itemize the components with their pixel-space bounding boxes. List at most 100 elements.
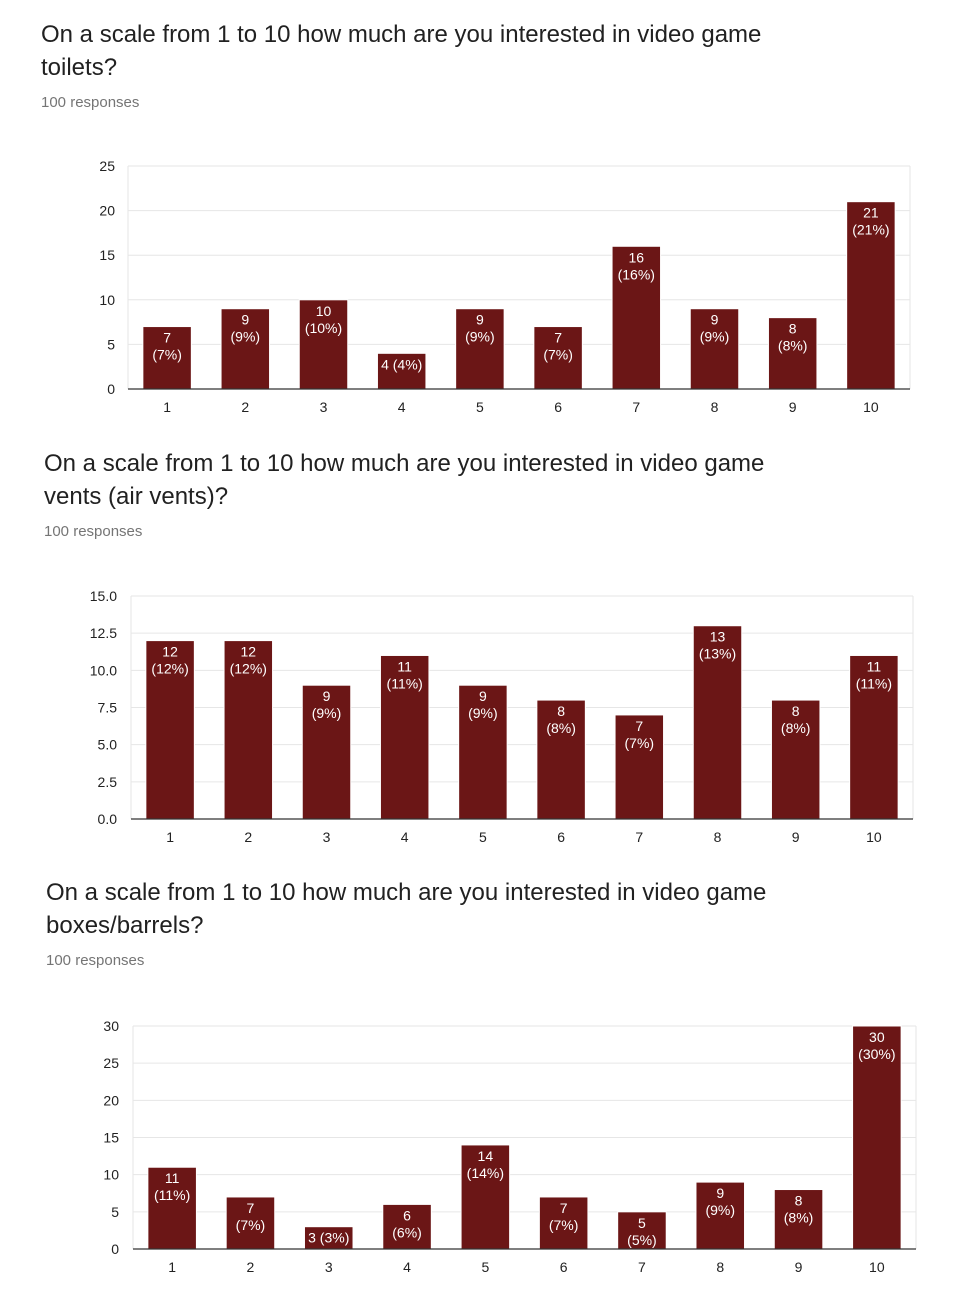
data-label: 9 xyxy=(716,1185,724,1201)
y-tick-label: 0 xyxy=(107,381,115,397)
x-tick-label: 9 xyxy=(789,399,797,415)
data-label-percent: (9%) xyxy=(700,329,730,345)
x-tick-label: 2 xyxy=(241,399,249,415)
bar xyxy=(382,1204,432,1249)
data-label: 7 xyxy=(247,1200,255,1216)
data-label-percent: (8%) xyxy=(784,1210,814,1226)
data-label-percent: (7%) xyxy=(152,347,182,363)
data-label: 13 xyxy=(710,629,726,645)
x-tick-label: 7 xyxy=(635,829,643,845)
bar xyxy=(617,1211,667,1249)
y-tick-label: 10.0 xyxy=(90,662,117,678)
data-label-percent: (5%) xyxy=(627,1232,657,1248)
x-tick-label: 9 xyxy=(792,829,800,845)
bar xyxy=(612,246,661,389)
data-label-percent: (9%) xyxy=(231,329,261,345)
data-label-percent: (16%) xyxy=(618,266,655,282)
bar xyxy=(536,700,586,819)
data-label: 7 xyxy=(560,1200,568,1216)
data-label-percent: (11%) xyxy=(856,675,892,691)
bar xyxy=(226,1196,275,1249)
x-tick-label: 6 xyxy=(557,829,565,845)
bar xyxy=(458,685,508,819)
bar xyxy=(690,308,739,389)
data-label: 11 xyxy=(165,1170,180,1186)
bar xyxy=(771,700,820,819)
data-label-percent: (7%) xyxy=(543,347,573,363)
response-count: 100 responses xyxy=(41,94,140,111)
data-label: 9 xyxy=(479,688,487,704)
response-count: 100 responses xyxy=(44,523,143,540)
data-label: 11 xyxy=(867,658,882,674)
y-tick-label: 15 xyxy=(99,247,115,263)
x-tick-label: 1 xyxy=(168,1259,176,1275)
data-label: 9 xyxy=(241,312,249,328)
data-label-percent: (9%) xyxy=(312,705,342,721)
data-label: 14 xyxy=(478,1148,494,1164)
bar xyxy=(224,640,273,819)
data-label: 16 xyxy=(629,249,645,265)
data-label-percent: (14%) xyxy=(467,1165,504,1181)
question-title: On a scale from 1 to 10 how much are you… xyxy=(46,879,767,939)
x-tick-label: 5 xyxy=(476,399,484,415)
data-label-percent: (9%) xyxy=(468,705,498,721)
y-tick-label: 25 xyxy=(103,1055,119,1071)
data-label: 12 xyxy=(241,644,257,660)
x-tick-label: 1 xyxy=(166,829,174,845)
y-tick-label: 15.0 xyxy=(90,588,117,604)
data-label: 9 xyxy=(323,688,331,704)
y-tick-label: 25 xyxy=(99,158,115,174)
bar xyxy=(302,685,351,819)
bar xyxy=(299,299,348,389)
y-tick-label: 0 xyxy=(111,1241,119,1257)
data-label: 7 xyxy=(554,330,562,346)
bar xyxy=(377,353,426,389)
bar xyxy=(615,714,664,819)
x-tick-label: 6 xyxy=(554,399,562,415)
data-label: 6 xyxy=(403,1207,411,1223)
y-tick-label: 30 xyxy=(103,1018,119,1034)
x-tick-label: 2 xyxy=(244,829,252,845)
question-title: On a scale from 1 to 10 how much are you… xyxy=(41,21,762,81)
data-label: 8 xyxy=(557,703,565,719)
x-tick-label: 3 xyxy=(320,399,328,415)
data-label: 7 xyxy=(635,718,643,734)
bar xyxy=(461,1144,510,1249)
response-count: 100 responses xyxy=(46,952,145,969)
data-label-percent: (8%) xyxy=(778,338,808,354)
bar xyxy=(768,317,817,389)
x-tick-label: 6 xyxy=(560,1259,568,1275)
data-label: 9 xyxy=(711,312,719,328)
x-tick-label: 3 xyxy=(325,1259,333,1275)
y-tick-label: 0.0 xyxy=(98,811,118,827)
y-tick-label: 10 xyxy=(99,292,115,308)
data-label-percent: (8%) xyxy=(781,720,811,736)
data-label: 8 xyxy=(789,321,797,337)
x-tick-label: 4 xyxy=(398,399,406,415)
data-label: 8 xyxy=(792,703,800,719)
x-tick-label: 2 xyxy=(247,1259,255,1275)
x-tick-label: 9 xyxy=(795,1259,803,1275)
y-tick-label: 20 xyxy=(103,1092,119,1108)
data-label-percent: (30%) xyxy=(858,1046,895,1062)
data-label-percent: (9%) xyxy=(465,329,495,345)
x-tick-label: 7 xyxy=(638,1259,646,1275)
data-label: 4 (4%) xyxy=(381,356,422,372)
bar xyxy=(846,201,896,389)
bar xyxy=(380,655,429,819)
data-label: 8 xyxy=(795,1193,803,1209)
data-label: 7 xyxy=(163,330,171,346)
bar xyxy=(693,625,742,819)
data-label-percent: (8%) xyxy=(546,720,576,736)
data-label: 10 xyxy=(316,303,332,319)
bar xyxy=(849,655,899,819)
data-label: 3 (3%) xyxy=(308,1230,349,1246)
data-label: 21 xyxy=(863,205,879,221)
x-tick-label: 1 xyxy=(163,399,171,415)
bar xyxy=(539,1196,588,1249)
bar-chart-vents: 0.02.55.07.510.012.515.012(12%)112(12%)2… xyxy=(90,588,914,845)
data-label-percent: (12%) xyxy=(151,661,188,677)
y-tick-label: 12.5 xyxy=(90,625,117,641)
y-tick-label: 7.5 xyxy=(98,700,118,716)
bar xyxy=(533,326,583,389)
